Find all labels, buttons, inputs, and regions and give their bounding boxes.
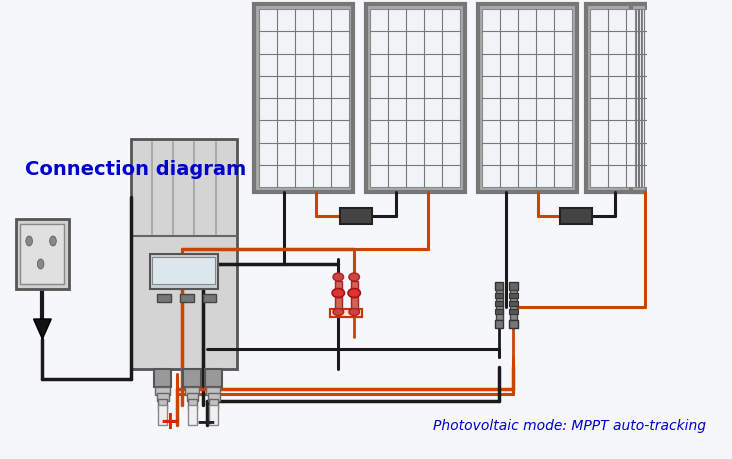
- Ellipse shape: [26, 236, 32, 246]
- Bar: [366, 5, 465, 193]
- Bar: [351, 297, 358, 312]
- Bar: [206, 387, 220, 395]
- Ellipse shape: [37, 259, 44, 269]
- Bar: [255, 5, 354, 193]
- Ellipse shape: [348, 289, 360, 298]
- Bar: [158, 399, 167, 409]
- Bar: [154, 369, 171, 387]
- Bar: [340, 208, 372, 224]
- Bar: [183, 369, 201, 387]
- Bar: [204, 369, 223, 387]
- Bar: [509, 282, 518, 291]
- Ellipse shape: [349, 309, 359, 316]
- Bar: [495, 293, 504, 298]
- Text: Connection diagram: Connection diagram: [25, 160, 246, 179]
- Bar: [351, 281, 358, 293]
- Bar: [209, 405, 218, 425]
- Bar: [370, 10, 460, 188]
- Bar: [590, 10, 680, 188]
- Bar: [330, 309, 362, 317]
- Ellipse shape: [333, 309, 343, 316]
- Bar: [482, 10, 572, 188]
- Bar: [495, 282, 504, 291]
- Bar: [335, 281, 342, 293]
- Bar: [16, 219, 69, 289]
- Bar: [335, 297, 342, 312]
- Ellipse shape: [349, 274, 359, 281]
- Bar: [20, 224, 64, 285]
- Bar: [208, 393, 220, 401]
- Bar: [495, 309, 504, 314]
- Bar: [158, 405, 167, 425]
- Bar: [330, 309, 362, 317]
- Bar: [157, 393, 168, 401]
- Bar: [495, 302, 504, 306]
- Bar: [131, 140, 236, 369]
- Bar: [586, 5, 684, 193]
- Bar: [635, 10, 642, 188]
- Bar: [188, 405, 197, 425]
- Bar: [152, 257, 215, 284]
- Bar: [509, 291, 517, 320]
- Bar: [496, 291, 503, 320]
- Text: Photovoltaic mode: MPPT auto-tracking: Photovoltaic mode: MPPT auto-tracking: [433, 418, 706, 432]
- Bar: [187, 393, 198, 401]
- Bar: [188, 399, 197, 409]
- Bar: [203, 294, 216, 302]
- Ellipse shape: [332, 289, 345, 298]
- Bar: [185, 387, 199, 395]
- Bar: [509, 302, 518, 306]
- Bar: [509, 320, 518, 328]
- Bar: [157, 294, 171, 302]
- Bar: [509, 309, 518, 314]
- Bar: [259, 10, 349, 188]
- Bar: [495, 320, 504, 328]
- Bar: [180, 294, 193, 302]
- Bar: [478, 5, 577, 193]
- Bar: [150, 254, 217, 289]
- Bar: [155, 387, 170, 395]
- Bar: [509, 293, 518, 298]
- Text: −: −: [195, 409, 216, 433]
- Bar: [631, 5, 646, 193]
- Ellipse shape: [50, 236, 56, 246]
- Bar: [561, 208, 592, 224]
- Ellipse shape: [333, 274, 343, 281]
- Text: +: +: [159, 409, 180, 433]
- Polygon shape: [34, 319, 51, 339]
- Bar: [209, 399, 218, 409]
